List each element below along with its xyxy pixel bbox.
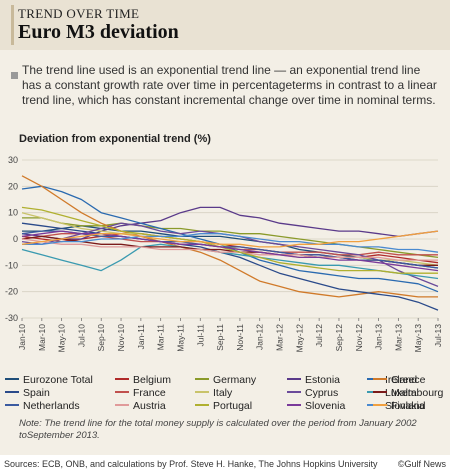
series-line [21, 243, 439, 280]
legend-swatch [287, 404, 301, 407]
legend-label: Malta [391, 387, 417, 399]
x-tick-label: Jul-12 [314, 324, 324, 347]
y-tick-label: 30 [8, 155, 18, 165]
legend-label: Italy [213, 387, 233, 399]
legend-swatch [195, 378, 209, 381]
chart-title: Deviation from exponential trend (%) [19, 133, 211, 145]
x-tick-label: Sep-11 [215, 324, 225, 351]
x-tick-label: Jan-11 [136, 324, 146, 350]
legend-swatch [5, 378, 19, 381]
x-tick-label: Sep-12 [334, 324, 344, 352]
legend-label: Germany [213, 374, 257, 386]
x-tick-label: May-10 [57, 324, 67, 353]
series-line [21, 238, 438, 261]
x-tick-label: May-13 [413, 324, 423, 353]
legend-swatch [287, 378, 301, 381]
legend-label: Greece [391, 374, 426, 386]
x-tick-label: Jan-12 [255, 324, 265, 350]
legend-label: Slovenia [305, 400, 346, 412]
legend-swatch [115, 391, 129, 394]
series-line [22, 217, 439, 259]
legend-label: Estonia [305, 374, 341, 386]
legend-item: Italy [195, 387, 232, 399]
legend-item: Portugal [195, 400, 252, 412]
x-tick-label: Nov-12 [354, 324, 364, 352]
legend-label: Luxembourg [385, 387, 444, 399]
footnote: Note: The trend line for the total money… [19, 418, 417, 441]
y-tick-label: 20 [8, 181, 18, 191]
legend-item: Malta [373, 387, 417, 399]
kicker: TREND OVER TIME [18, 6, 140, 21]
header: TREND OVER TIME Euro M3 deviation [0, 0, 450, 50]
legend-label: Finland [391, 400, 426, 412]
series-line [21, 222, 439, 311]
legend-label: Eurozone Total [23, 374, 93, 386]
y-tick-label: 10 [8, 208, 18, 218]
legend-label: Austria [133, 400, 166, 412]
legend-item: Cyprus [287, 387, 338, 399]
x-tick-label: Mar-11 [156, 324, 166, 351]
legend-item: Estonia [287, 374, 340, 386]
x-tick-label: Mar-10 [37, 324, 47, 351]
x-tick-label: Mar-13 [393, 324, 403, 351]
legend-item: Finland [373, 400, 425, 412]
legend-item: Spain [5, 387, 50, 399]
legend-swatch [373, 391, 387, 394]
legend-swatch [373, 404, 387, 407]
legend-swatch [5, 391, 19, 394]
legend-label: Portugal [213, 400, 253, 412]
legend-swatch [287, 391, 301, 394]
legend-swatch [373, 378, 387, 381]
series-line [21, 230, 439, 272]
y-tick-label: -10 [5, 260, 18, 270]
y-tick-label: -20 [5, 287, 18, 297]
x-tick-label: Jul-11 [195, 324, 205, 347]
legend-item: Austria [115, 400, 166, 412]
x-tick-label: Mar-12 [275, 324, 285, 351]
legend-item: Slovenia [287, 400, 345, 412]
legend-item: Germany [195, 374, 256, 386]
x-tick-label: Nov-10 [116, 324, 126, 352]
note-bullet [11, 72, 18, 79]
series-line [21, 233, 439, 264]
legend-label: Netherlands [23, 400, 80, 412]
legend-item: Netherlands [5, 400, 80, 412]
header-accent [11, 5, 14, 45]
credit-text: ©Gulf News [397, 459, 446, 469]
series-line [21, 230, 439, 248]
x-tick-label: May-12 [294, 324, 304, 353]
y-tick-label: 0 [13, 234, 18, 244]
legend-item: Belgium [115, 374, 171, 386]
legend-swatch [115, 404, 129, 407]
legend-swatch [115, 378, 129, 381]
page-title: Euro M3 deviation [18, 21, 179, 43]
legend-label: Belgium [133, 374, 171, 386]
x-tick-label: Sep-10 [96, 324, 106, 352]
source-text: Sources: ECB, ONB, and calculations by P… [4, 459, 378, 469]
y-tick-label: -30 [5, 313, 18, 323]
legend-label: Spain [23, 387, 50, 399]
x-tick-label: Jul-10 [76, 324, 86, 347]
series-line [22, 233, 439, 253]
legend-item: Greece [373, 374, 425, 386]
x-tick-label: Nov-11 [235, 324, 245, 351]
legend-swatch [195, 404, 209, 407]
legend-label: Slovakia [385, 400, 425, 412]
legend-item: France [115, 387, 166, 399]
legend-swatch [5, 404, 19, 407]
x-tick-label: May-11 [175, 324, 185, 352]
legend-item: Eurozone Total [5, 374, 93, 386]
legend-label: Cyprus [305, 387, 339, 399]
x-tick-label: Jan-10 [17, 324, 27, 350]
legend-swatch [195, 391, 209, 394]
series-line [21, 206, 438, 274]
legend-label: Ireland [385, 374, 418, 386]
x-tick-label: Jan-13 [374, 324, 384, 350]
explanatory-note: The trend line used is an exponential tr… [22, 63, 437, 107]
x-tick-label: Jul-13 [433, 324, 443, 347]
legend-label: France [133, 387, 166, 399]
